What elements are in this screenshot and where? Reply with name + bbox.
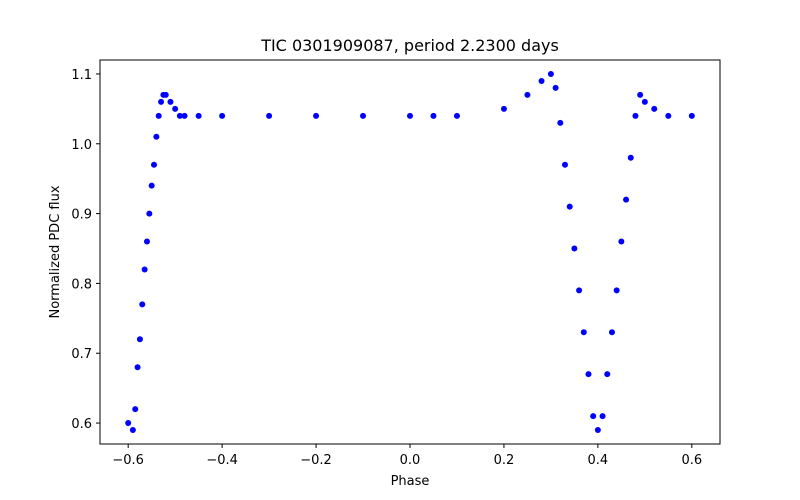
x-axis-label: Phase (391, 474, 430, 489)
data-point (566, 203, 573, 210)
data-point (651, 105, 658, 112)
data-point (665, 112, 672, 119)
data-point (181, 112, 188, 119)
y-tick-label: 0.7 (71, 347, 92, 362)
data-point (146, 210, 153, 217)
y-tick-label: 1.1 (71, 68, 92, 83)
data-point (538, 77, 545, 84)
x-tick-label: 0.4 (588, 453, 609, 468)
data-point (613, 287, 620, 294)
data-point (162, 91, 169, 98)
data-points (125, 70, 695, 434)
y-axis-ticks: 0.6 0.7 0.8 0.9 1.0 1.1 (71, 68, 100, 432)
data-point (176, 112, 183, 119)
data-point (132, 406, 139, 413)
y-axis-label: Normalized PDC flux (48, 185, 63, 318)
data-point (604, 371, 611, 378)
data-point (594, 427, 601, 434)
data-point (557, 119, 564, 126)
data-point (608, 329, 615, 336)
y-tick-label: 0.6 (71, 417, 92, 432)
data-point (580, 329, 587, 336)
y-tick-label: 1.0 (71, 138, 92, 153)
data-point (167, 98, 174, 105)
data-point (134, 364, 141, 371)
data-point (552, 84, 559, 91)
data-point (172, 105, 179, 112)
data-point (151, 161, 158, 168)
data-point (141, 266, 148, 273)
data-point (632, 112, 639, 119)
data-point (576, 287, 583, 294)
data-point (637, 91, 644, 98)
data-point (599, 413, 606, 420)
data-point (129, 427, 136, 434)
data-point (219, 112, 226, 119)
x-tick-label: 0.2 (494, 453, 515, 468)
data-point (547, 70, 554, 77)
data-point (148, 182, 155, 189)
data-point (158, 98, 165, 105)
data-point (453, 112, 460, 119)
data-point (641, 98, 648, 105)
data-point (618, 238, 625, 245)
data-point (562, 161, 568, 168)
x-tick-label: −0.4 (206, 453, 238, 468)
data-point (143, 238, 150, 245)
data-point (407, 112, 413, 119)
data-point (571, 245, 578, 252)
data-point (688, 112, 695, 119)
data-point (139, 301, 146, 308)
x-tick-label: 0.6 (681, 453, 702, 468)
data-point (524, 91, 531, 98)
x-tick-label: 0.0 (400, 453, 421, 468)
y-tick-label: 0.8 (71, 277, 92, 292)
data-point (155, 112, 162, 119)
x-tick-label: −0.6 (112, 453, 144, 468)
data-point (590, 413, 597, 420)
data-point (360, 112, 367, 119)
data-point (153, 133, 160, 140)
data-point (623, 196, 630, 203)
chart-title: TIC 0301909087, period 2.2300 days (260, 36, 559, 55)
data-point (430, 112, 437, 119)
data-point (125, 420, 132, 427)
data-point (266, 112, 273, 119)
data-point (585, 371, 592, 378)
data-point (627, 154, 634, 161)
data-point (500, 105, 507, 112)
data-point (195, 112, 202, 119)
x-axis-ticks: −0.6 −0.4 −0.2 0.0 0.2 0.4 0.6 (112, 444, 702, 468)
data-point (136, 336, 143, 343)
y-tick-label: 0.9 (71, 208, 92, 223)
x-tick-label: −0.2 (300, 453, 332, 468)
data-point (313, 112, 320, 119)
